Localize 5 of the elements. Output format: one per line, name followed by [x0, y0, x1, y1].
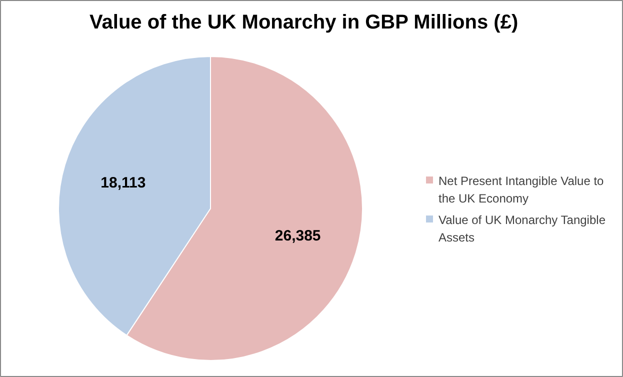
chart-title: Value of the UK Monarchy in GBP Millions (£) [90, 12, 518, 34]
legend-label: Value of UK Monarchy Tangible Assets [438, 213, 606, 244]
data-label: 26,385 [274, 227, 321, 244]
data-label: 18,113 [100, 174, 146, 192]
legend-label: Net Present Intangible Value to the UK Economy [438, 174, 604, 206]
